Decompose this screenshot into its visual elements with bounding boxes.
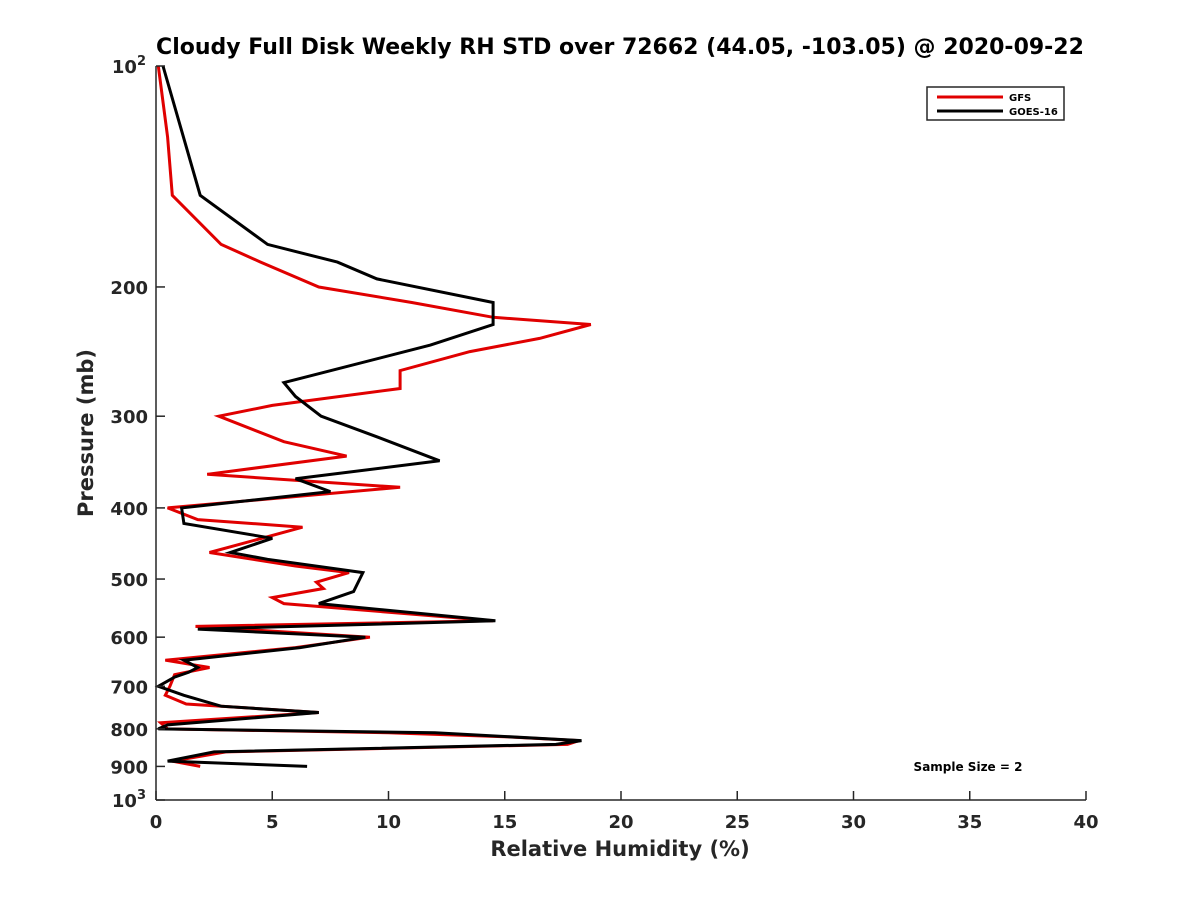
chart-title: Cloudy Full Disk Weekly RH STD over 7266…: [156, 35, 1084, 60]
series-line-goes-16: [154, 65, 582, 768]
series-line-gfs: [156, 65, 592, 768]
legend: GFS GOES-16: [926, 86, 1065, 121]
y-tick-label: 102: [112, 54, 146, 78]
legend-label: GFS: [1009, 93, 1031, 104]
y-tick-label: 500: [110, 570, 148, 591]
x-tick-label: 40: [1073, 812, 1098, 833]
x-tick-label: 15: [492, 812, 517, 833]
x-tick-label: 30: [841, 812, 866, 833]
x-tick-label: 5: [266, 812, 279, 833]
x-tick-label: 10: [376, 812, 401, 833]
y-tick-label: 700: [110, 677, 148, 698]
sample-size-annotation: Sample Size = 2: [914, 760, 1023, 774]
y-tick-label: 300: [110, 407, 148, 428]
x-tick-label: 0: [150, 812, 163, 833]
y-tick-label: 800: [110, 720, 148, 741]
series-layer: [154, 65, 592, 768]
x-tick-label: 35: [957, 812, 982, 833]
x-tick-label: 25: [725, 812, 750, 833]
legend-box: [926, 86, 1065, 121]
y-tick-label: 900: [110, 757, 148, 778]
y-tick-label: 600: [110, 628, 148, 649]
x-axis-label: Relative Humidity (%): [490, 837, 749, 861]
y-tick-label: 400: [110, 499, 148, 520]
y-tick-label: 200: [110, 278, 148, 299]
x-tick-label: 20: [608, 812, 633, 833]
y-tick-label: 103: [112, 788, 146, 812]
legend-label: GOES-16: [1009, 107, 1058, 118]
y-axis-label: Pressure (mb): [74, 349, 98, 517]
axes-layer: 0 5 10 15 20 25 30 35 40 102 200 300 400 500 600 700 800…: [110, 54, 1098, 833]
